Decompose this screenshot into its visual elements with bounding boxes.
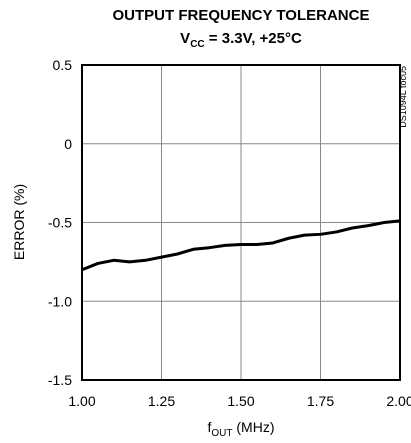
subtitle-subscript: CC bbox=[190, 39, 204, 50]
y-tick-label: 0 bbox=[64, 136, 72, 152]
y-tick-label: -1.0 bbox=[48, 293, 72, 309]
x-axis-label: fOUT (MHz) bbox=[208, 419, 275, 439]
y-tick-label: -1.5 bbox=[48, 372, 72, 388]
y-tick-label: -0.5 bbox=[48, 215, 72, 231]
y-axis-label: ERROR (%) bbox=[11, 184, 27, 260]
x-tick-label: 1.25 bbox=[148, 393, 175, 409]
x-tick-label: 1.50 bbox=[227, 393, 254, 409]
x-tick-label: 1.00 bbox=[68, 393, 95, 409]
plot-border bbox=[81, 64, 401, 381]
y-tick-label: 0.5 bbox=[53, 57, 73, 73]
x-label-part: (MHz) bbox=[233, 419, 275, 435]
x-label-part: f bbox=[208, 419, 212, 435]
x-tick-label: 2.00 bbox=[386, 393, 411, 409]
data-line bbox=[81, 219, 401, 272]
x-tick-label: 1.75 bbox=[307, 393, 334, 409]
chart-subtitle: VCC = 3.3V, +25°C bbox=[180, 30, 302, 50]
chart-title: OUTPUT FREQUENCY TOLERANCE bbox=[113, 7, 370, 24]
annotation: DS1094L toc05 bbox=[398, 66, 408, 128]
subtitle-part: = 3.3V, +25°C bbox=[205, 30, 302, 47]
subtitle-part: V bbox=[180, 30, 190, 47]
x-label-subscript: OUT bbox=[211, 428, 232, 439]
